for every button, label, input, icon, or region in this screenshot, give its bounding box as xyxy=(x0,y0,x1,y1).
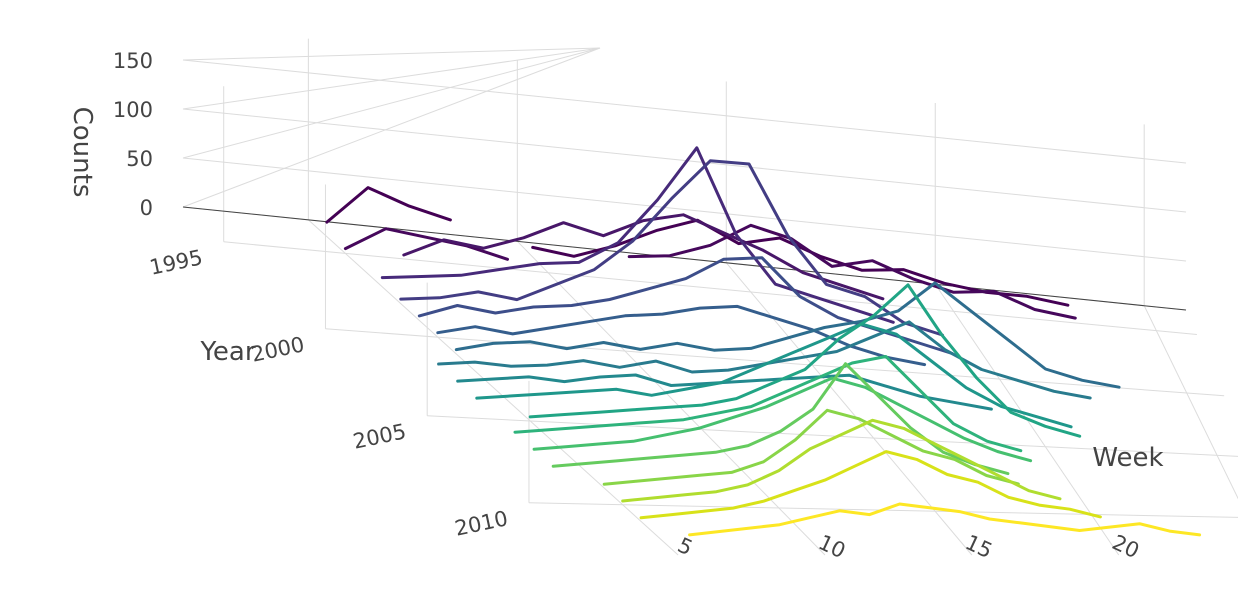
x-tick-label: 10 xyxy=(815,530,849,563)
series-line-1996 xyxy=(402,213,885,301)
z-gridline-side xyxy=(182,47,601,159)
y-gridline-floor xyxy=(223,241,1197,335)
y-tick-label: 2010 xyxy=(453,506,510,541)
y-tick-label: 2000 xyxy=(249,332,306,367)
x-tick-label: 20 xyxy=(1109,530,1143,563)
series-line-2007 xyxy=(532,376,1033,463)
series-line-1994 xyxy=(325,186,1070,307)
z-gridline-side xyxy=(182,47,601,110)
series-line-1995 xyxy=(343,223,1077,320)
x-tick-label: 15 xyxy=(962,530,996,563)
series-line-2006 xyxy=(513,355,1023,453)
x-gridline-floor xyxy=(1143,305,1238,500)
series-line-2000 xyxy=(436,304,927,367)
y-gridline-floor xyxy=(528,502,1238,518)
series-line-1999 xyxy=(417,256,954,355)
z-tick-label: 50 xyxy=(126,147,153,171)
z-gridline-back xyxy=(182,157,1187,262)
z-axis-title: Counts xyxy=(67,107,97,198)
series-line-1998 xyxy=(399,159,944,337)
z-tick-label: 0 xyxy=(140,196,153,220)
series-line-2001 xyxy=(454,281,1121,389)
series-line-2011 xyxy=(639,450,1102,520)
z-gridline-back xyxy=(182,59,1187,164)
x-gridline-floor xyxy=(516,240,826,556)
x-axis-title: Week xyxy=(1092,443,1163,473)
series-line-1997 xyxy=(380,146,895,324)
z-gridline-side xyxy=(182,47,601,208)
z-gridline-side xyxy=(182,47,601,61)
series-line-2010 xyxy=(621,418,1062,503)
z-tick-label: 100 xyxy=(113,98,153,122)
series-line-2005 xyxy=(528,283,1082,438)
x-axis-line xyxy=(182,206,1187,311)
z-gridline-back xyxy=(182,108,1187,213)
x-gridline-floor xyxy=(725,262,973,556)
y-axis-title: Year xyxy=(199,337,255,367)
x-tick-label: 5 xyxy=(674,533,696,560)
series-line-2009 xyxy=(602,408,1020,486)
x-gridline-floor xyxy=(308,219,679,556)
z-tick-label: 150 xyxy=(113,49,153,73)
y-tick-label: 1995 xyxy=(147,245,204,280)
y-tick-label: 2005 xyxy=(351,419,408,454)
series-line-2012 xyxy=(688,502,1202,537)
series-line-2004 xyxy=(475,322,1073,429)
